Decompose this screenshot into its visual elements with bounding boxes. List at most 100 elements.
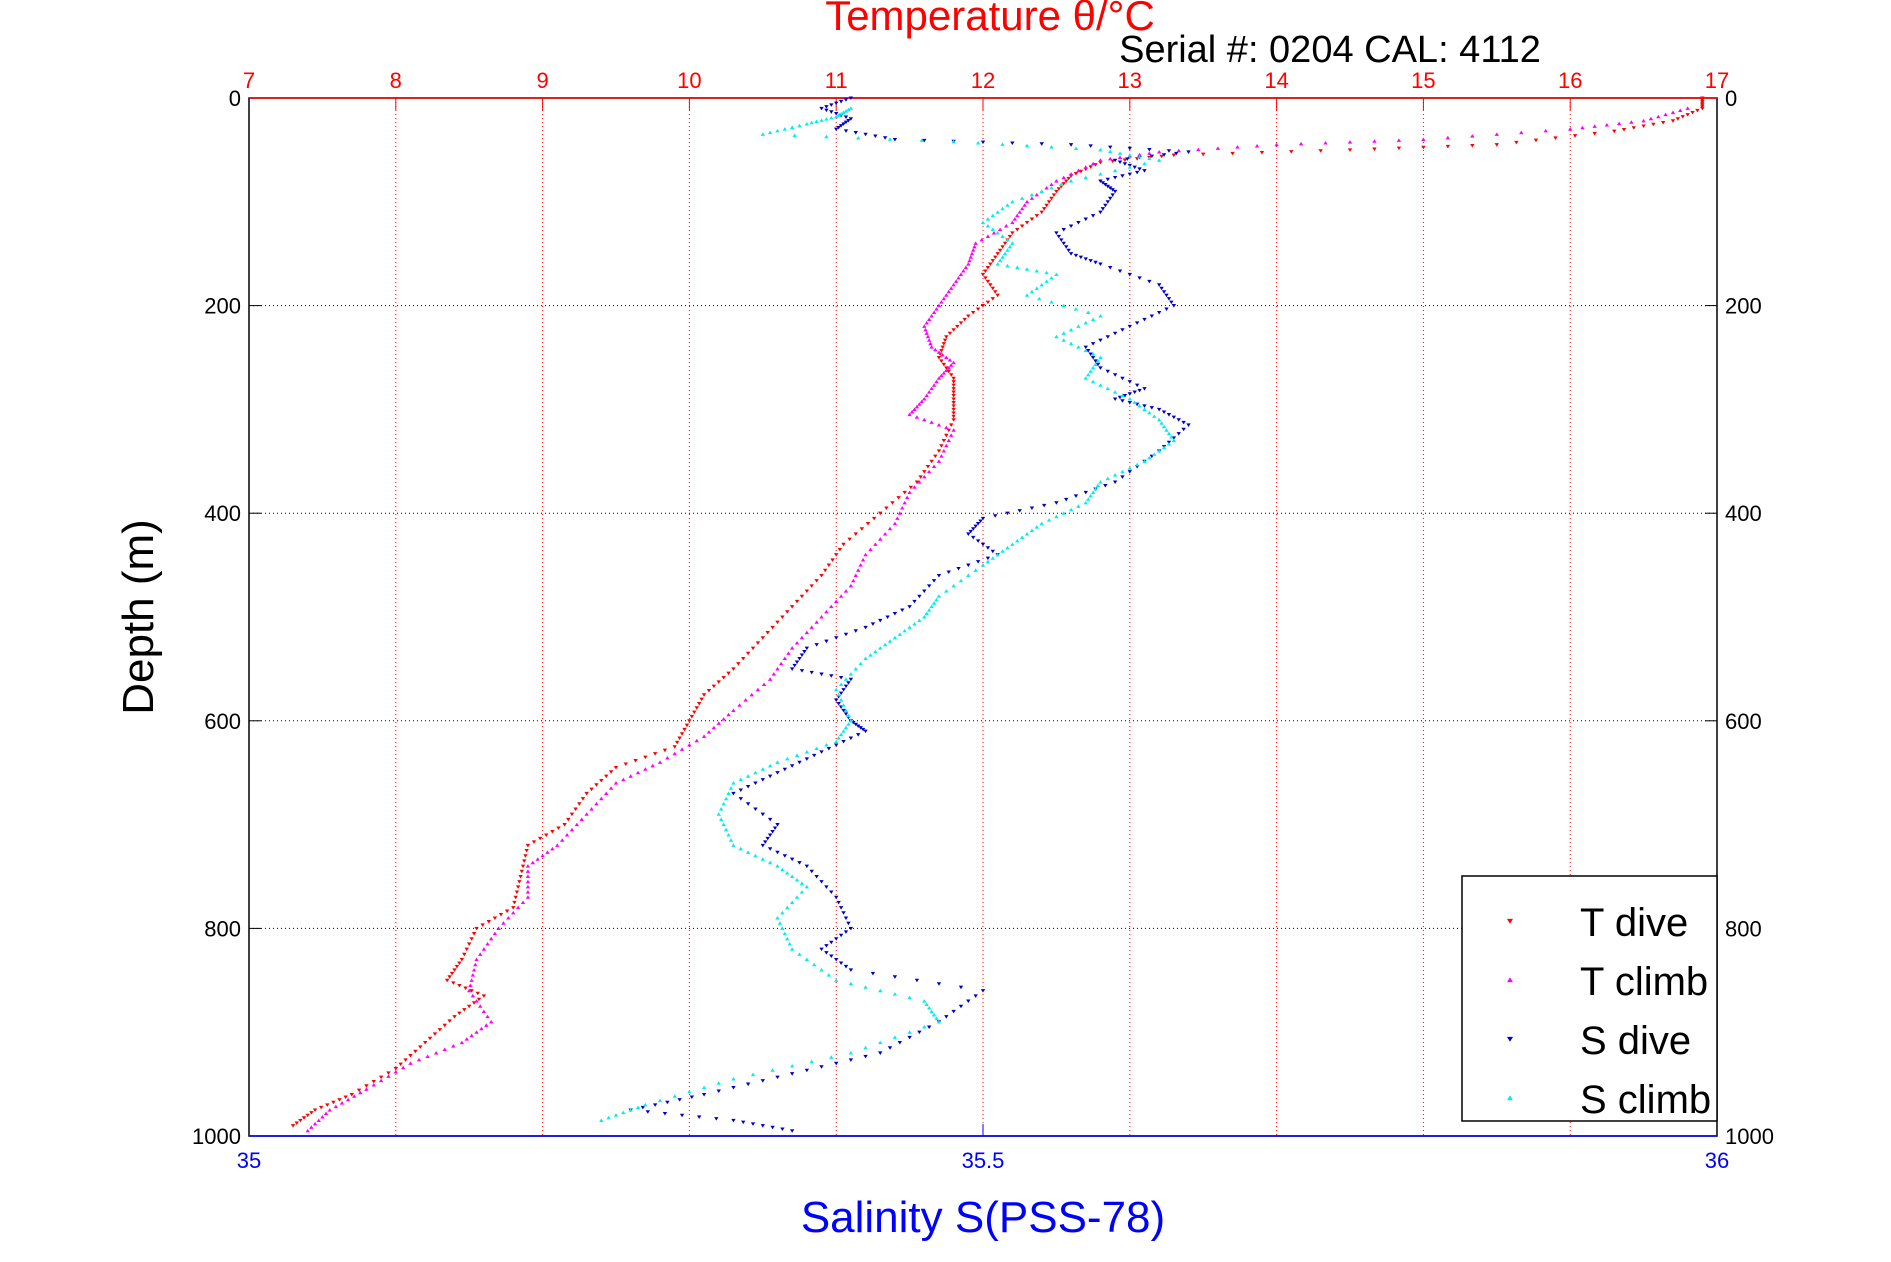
data-point bbox=[474, 999, 479, 1003]
data-point bbox=[922, 1025, 927, 1029]
data-point bbox=[804, 864, 810, 869]
data-point bbox=[1095, 483, 1101, 488]
data-point bbox=[1142, 387, 1147, 391]
data-point bbox=[475, 991, 480, 996]
data-point bbox=[778, 661, 784, 666]
data-point bbox=[1519, 130, 1524, 135]
data-point bbox=[711, 684, 717, 689]
data-point bbox=[775, 620, 780, 625]
data-point bbox=[1112, 397, 1118, 401]
data-point bbox=[1127, 392, 1132, 396]
data-point bbox=[1037, 296, 1042, 301]
data-point bbox=[819, 967, 824, 972]
data-point bbox=[819, 573, 824, 578]
data-point bbox=[995, 210, 1000, 214]
data-point bbox=[956, 567, 961, 571]
data-point bbox=[958, 321, 964, 325]
data-point bbox=[701, 693, 707, 697]
data-point bbox=[848, 926, 854, 931]
data-point bbox=[1120, 393, 1125, 398]
data-point bbox=[794, 599, 800, 604]
data-point bbox=[912, 599, 917, 604]
data-point bbox=[1022, 203, 1027, 207]
data-point bbox=[878, 618, 883, 623]
data-point bbox=[451, 981, 456, 985]
data-point bbox=[1105, 184, 1110, 189]
data-point bbox=[1029, 217, 1035, 222]
data-point bbox=[305, 1113, 310, 1118]
data-point bbox=[922, 417, 927, 422]
data-point bbox=[975, 307, 981, 312]
data-point bbox=[951, 418, 956, 422]
data-point bbox=[926, 1006, 932, 1010]
data-point bbox=[824, 951, 829, 955]
data-point bbox=[1680, 115, 1685, 119]
data-point bbox=[765, 631, 770, 635]
data-point bbox=[838, 124, 844, 128]
data-point bbox=[789, 1072, 795, 1076]
data-point bbox=[325, 1103, 330, 1107]
data-point bbox=[633, 759, 638, 763]
data-point bbox=[1076, 324, 1081, 328]
data-point bbox=[868, 653, 873, 657]
data-point bbox=[1641, 124, 1646, 129]
data-point bbox=[841, 911, 846, 915]
data-point bbox=[824, 885, 829, 889]
data-point bbox=[1514, 140, 1519, 145]
data-point bbox=[980, 542, 986, 547]
data-point bbox=[677, 1098, 682, 1102]
data-point bbox=[819, 672, 824, 677]
data-point bbox=[958, 578, 964, 583]
data-point bbox=[728, 838, 734, 842]
data-point bbox=[1156, 149, 1162, 154]
data-point bbox=[829, 110, 834, 114]
data-point bbox=[1171, 304, 1177, 308]
data-point bbox=[995, 252, 1000, 256]
data-point bbox=[834, 743, 839, 747]
data-point bbox=[929, 314, 934, 318]
data-point bbox=[525, 864, 531, 868]
data-point bbox=[975, 539, 981, 543]
data-point bbox=[951, 1009, 956, 1014]
data-point bbox=[745, 1082, 751, 1087]
data-point bbox=[979, 237, 984, 242]
data-point bbox=[990, 549, 995, 554]
data-point bbox=[692, 710, 697, 715]
data-point bbox=[721, 801, 726, 806]
data-point bbox=[887, 137, 893, 141]
data-point bbox=[907, 625, 912, 629]
data-point bbox=[1054, 334, 1059, 339]
data-point bbox=[951, 387, 956, 391]
data-point bbox=[834, 958, 839, 962]
data-point bbox=[863, 625, 868, 630]
data-point bbox=[1445, 135, 1451, 140]
data-point bbox=[1029, 192, 1035, 197]
data-point bbox=[1029, 289, 1035, 294]
data-point bbox=[843, 930, 849, 934]
data-point bbox=[1318, 149, 1323, 153]
data-point bbox=[1090, 214, 1096, 218]
data-point bbox=[1700, 106, 1705, 111]
data-point bbox=[1098, 179, 1103, 184]
data-point bbox=[745, 802, 751, 806]
data-point bbox=[878, 988, 883, 993]
data-point bbox=[971, 535, 976, 540]
data-point bbox=[902, 628, 907, 633]
data-point bbox=[946, 570, 951, 574]
data-point bbox=[922, 138, 927, 143]
data-point bbox=[958, 985, 964, 990]
data-point bbox=[677, 736, 682, 741]
data-point bbox=[853, 131, 858, 135]
data-point bbox=[969, 251, 975, 256]
data-point bbox=[753, 853, 758, 858]
data-point bbox=[1010, 220, 1015, 225]
data-point bbox=[1176, 148, 1181, 153]
data-point bbox=[1093, 362, 1098, 366]
data-point bbox=[885, 615, 890, 619]
data-point bbox=[836, 113, 841, 117]
data-point bbox=[1073, 172, 1079, 176]
data-point bbox=[1078, 169, 1084, 174]
data-point bbox=[1274, 142, 1279, 147]
data-point bbox=[418, 1045, 423, 1049]
data-point bbox=[814, 874, 819, 879]
